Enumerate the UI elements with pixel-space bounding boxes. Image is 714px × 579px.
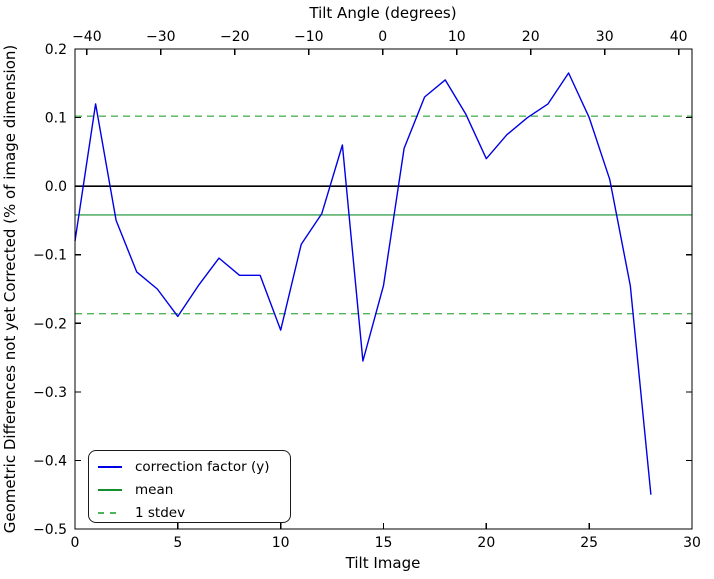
- y-tick-label: −0.1: [33, 248, 67, 264]
- legend-item: mean: [89, 478, 290, 501]
- legend-line-sample: [98, 488, 122, 491]
- x-tick-label: 10: [272, 535, 290, 551]
- x-tick-label: 0: [71, 535, 80, 551]
- legend-label: 1 stdev: [135, 504, 186, 521]
- legend-label: correction factor (y): [135, 458, 270, 475]
- y-tick-label: 0.1: [45, 111, 67, 127]
- legend-line-sample: [98, 511, 122, 514]
- top-tick-label: −20: [220, 29, 250, 45]
- y-tick-label: −0.2: [33, 316, 67, 332]
- top-tick-label: −30: [146, 29, 176, 45]
- top-tick-label: 10: [448, 29, 466, 45]
- x-axis-label: Tilt Image: [345, 554, 421, 572]
- top-tick-label: 20: [522, 29, 540, 45]
- x-tick-label: 15: [375, 535, 393, 551]
- y-tick-label: 0.0: [45, 179, 67, 195]
- y-tick-label: −0.5: [33, 522, 67, 538]
- top-tick-label: 0: [378, 29, 387, 45]
- y-tick-label: −0.4: [33, 453, 67, 469]
- y-axis-label: Geometric Differences not yet Corrected …: [1, 45, 19, 534]
- legend-item: correction factor (y): [89, 455, 290, 478]
- data-line: [74, 72, 652, 495]
- top-tick-label: 30: [596, 29, 614, 45]
- legend-item: 1 stdev: [89, 501, 290, 524]
- y-tick-label: −0.3: [33, 385, 67, 401]
- y-tick-label: 0.2: [45, 42, 67, 58]
- x-tick-label: 20: [477, 535, 495, 551]
- top-tick-label: −10: [294, 29, 324, 45]
- top-axis-label: Tilt Angle (degrees): [308, 4, 456, 22]
- legend-label: mean: [135, 481, 174, 498]
- top-tick-label: 40: [670, 29, 688, 45]
- top-tick-label: −40: [72, 29, 102, 45]
- legend: correction factor (y) mean 1 stdev: [88, 450, 291, 523]
- x-tick-label: 25: [580, 535, 598, 551]
- x-tick-label: 5: [173, 535, 182, 551]
- x-tick-label: 30: [683, 535, 701, 551]
- legend-line-sample: [98, 465, 122, 468]
